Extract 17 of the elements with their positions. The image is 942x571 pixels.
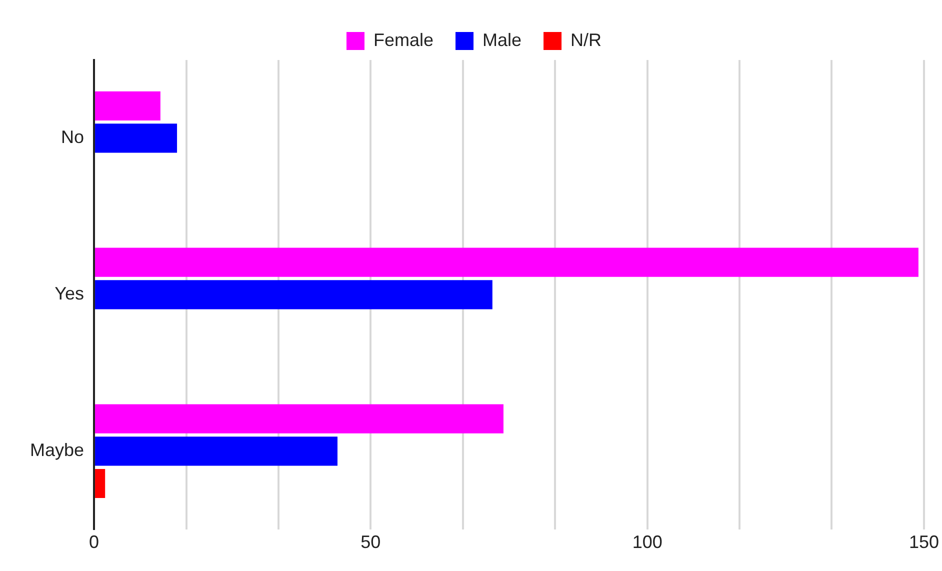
legend-label: N/R bbox=[570, 30, 602, 50]
y-tick-label: Yes bbox=[54, 284, 84, 304]
y-tick-label: Maybe bbox=[30, 440, 84, 460]
legend-label: Male bbox=[482, 30, 522, 50]
x-tick-label: 0 bbox=[89, 532, 100, 552]
legend-label: Female bbox=[373, 30, 434, 50]
bar bbox=[95, 436, 338, 466]
x-tick-label: 150 bbox=[908, 532, 940, 552]
x-tick-label: 50 bbox=[360, 532, 381, 552]
bar bbox=[95, 404, 504, 434]
x-tick-label: 100 bbox=[632, 532, 662, 552]
bar bbox=[95, 91, 160, 120]
bar bbox=[95, 468, 106, 498]
y-tick-label: No bbox=[61, 127, 84, 148]
bar bbox=[95, 280, 492, 310]
bar bbox=[95, 124, 178, 153]
bar bbox=[95, 248, 918, 277]
